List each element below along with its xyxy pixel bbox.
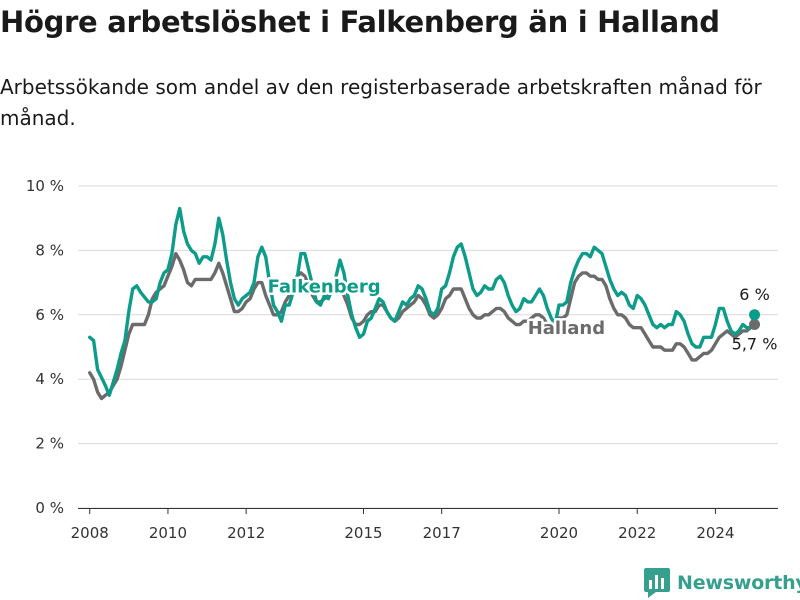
chart-title: Högre arbetslöshet i Falkenberg än i Hal… [0,5,720,39]
y-tick-label: 2 % [35,435,64,453]
series-label-halland: Halland [528,318,605,339]
bar-chart-logo-icon [644,568,670,598]
series-label-falkenberg: Falkenberg [268,276,381,297]
y-tick-label: 6 % [35,306,64,324]
x-tick-label: 2008 [71,524,109,542]
brand-name: Newsworthy [677,572,800,594]
x-axis: 2008 2010 2012 2015 2017 2020 2022 2024 [71,508,778,542]
x-tick-label: 2024 [696,524,734,542]
chart-subtitle: Arbetssökande som andel av den registerb… [0,75,762,130]
x-tick-label: 2020 [540,524,578,542]
y-tick-label: 10 % [26,177,64,195]
x-tick-label: 2022 [618,524,656,542]
series-labels: Falkenberg Halland 6 % 5,7 % [265,274,778,354]
series-lines [88,206,761,401]
series-line-falkenberg [88,206,757,397]
x-tick-label: 2010 [149,524,187,542]
x-tick-label: 2012 [227,524,265,542]
y-tick-label: 8 % [35,241,64,259]
end-point-halland [749,318,761,330]
end-value-label-halland: 5,7 % [732,334,778,353]
series-line-halland [88,251,757,401]
y-tick-label: 4 % [35,370,64,388]
x-tick-label: 2015 [344,524,382,542]
newsworthy-logo: Newsworthy [644,568,800,598]
end-value-label-falkenberg: 6 % [739,285,769,304]
y-axis-tick-labels: 0 % 2 % 4 % 6 % 8 % 10 % [26,177,64,517]
end-point-falkenberg [749,309,761,321]
x-tick-label: 2017 [423,524,461,542]
y-tick-label: 0 % [35,499,64,517]
